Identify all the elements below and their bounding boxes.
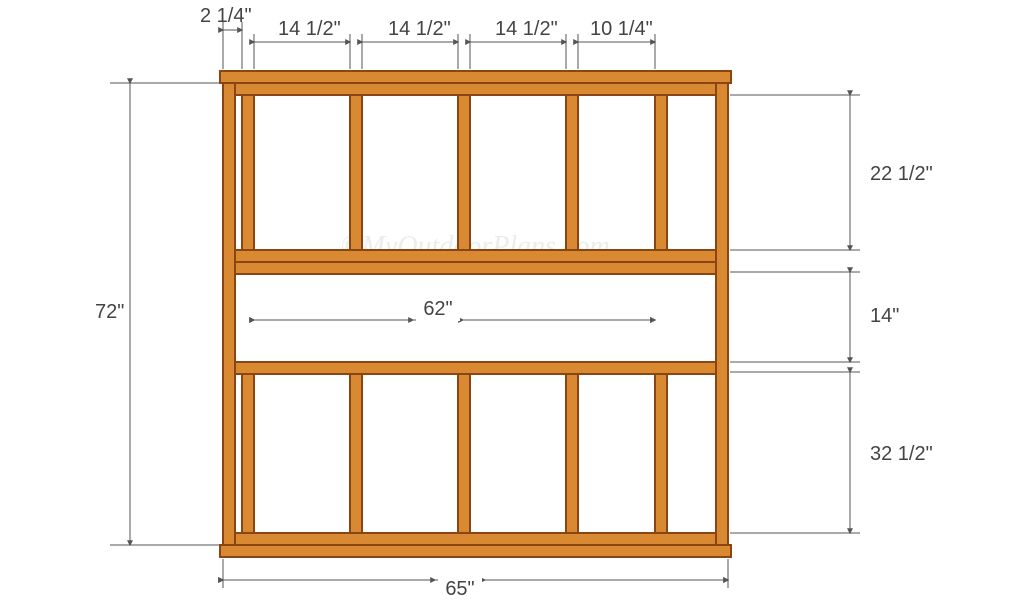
svg-text:65": 65" bbox=[445, 578, 474, 600]
svg-text:14 1/2": 14 1/2" bbox=[495, 18, 558, 40]
svg-text:10 1/4": 10 1/4" bbox=[590, 18, 653, 40]
svg-text:14 1/2": 14 1/2" bbox=[278, 18, 341, 40]
svg-text:72": 72" bbox=[95, 301, 124, 323]
svg-text:62": 62" bbox=[423, 298, 452, 320]
frame-wood bbox=[220, 71, 731, 557]
svg-text:14": 14" bbox=[870, 305, 899, 327]
svg-text:14 1/2": 14 1/2" bbox=[388, 18, 451, 40]
svg-text:22 1/2": 22 1/2" bbox=[870, 163, 933, 185]
svg-text:32 1/2": 32 1/2" bbox=[870, 443, 933, 465]
svg-text:2 1/4": 2 1/4" bbox=[200, 5, 252, 27]
wall-frame-diagram: ©MyOutdoorPlans.com 2 1/4"14 1/2"14 1/2"… bbox=[0, 0, 1024, 605]
